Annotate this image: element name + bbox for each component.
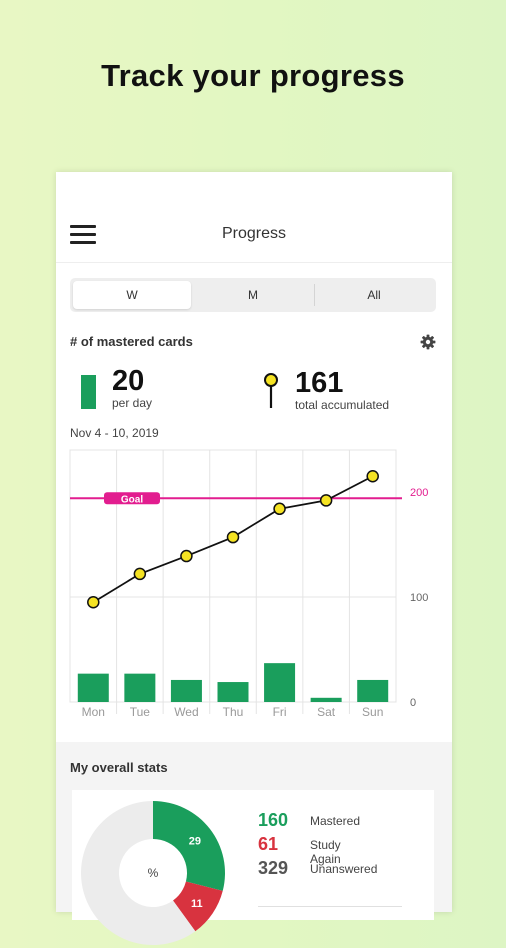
y-tick-label: 200 bbox=[410, 487, 428, 499]
stat-unanswered-value: 329 bbox=[258, 858, 289, 878]
y-tick-label: 0 bbox=[410, 697, 416, 709]
accumulated-point bbox=[366, 470, 379, 483]
tab-divider bbox=[314, 284, 315, 306]
x-tick-label: Wed bbox=[174, 705, 198, 719]
x-tick-label: Sun bbox=[362, 705, 383, 719]
period-selector: W M All bbox=[70, 278, 436, 312]
accumulated-point bbox=[319, 494, 333, 507]
mastered-section-title: # of mastered cards bbox=[70, 334, 193, 349]
stat-unanswered-label: Unanswered bbox=[310, 862, 378, 876]
app-screen: Progress W M All # of mastered cards 20 … bbox=[56, 172, 452, 945]
accumulated-point bbox=[87, 596, 100, 609]
overall-stats-title: My overall stats bbox=[70, 760, 168, 775]
x-tick-label: Sat bbox=[317, 705, 336, 719]
x-tick-label: Thu bbox=[223, 705, 244, 719]
x-tick-label: Mon bbox=[82, 705, 105, 719]
donut-slice-label: 29 bbox=[189, 836, 201, 848]
app-bar: Progress bbox=[56, 212, 452, 263]
overall-stats-section: My overall stats 29 11% 160 Mastered 61 S… bbox=[56, 742, 452, 945]
stat-mastered-label: Mastered bbox=[310, 814, 361, 828]
chart-bar bbox=[310, 697, 342, 702]
total-label: total accumulated bbox=[295, 398, 390, 412]
chart-bar bbox=[264, 663, 296, 702]
accumulated-point bbox=[180, 549, 193, 563]
tab-week[interactable]: W bbox=[73, 281, 191, 309]
accumulated-point bbox=[273, 502, 286, 516]
gear-icon[interactable] bbox=[420, 334, 436, 350]
tab-all[interactable]: All bbox=[367, 288, 381, 302]
donut-slice bbox=[153, 801, 225, 891]
mastered-cards-chart: 200 100 0 Mon Tue Wed Thu Fri Sat Sun Goal bbox=[69, 449, 428, 719]
chart-bar bbox=[124, 673, 156, 702]
chart-bar bbox=[357, 679, 389, 702]
stat-study-again-value: 61 bbox=[258, 834, 279, 854]
goal-badge bbox=[104, 492, 160, 505]
per-day-label: per day bbox=[112, 396, 153, 410]
stat-mastered-value: 160 bbox=[258, 810, 289, 830]
stat-study-again-label: Study Again bbox=[310, 838, 341, 866]
x-tick-label: Fri bbox=[273, 705, 287, 719]
date-range: Nov 4 - 10, 2019 bbox=[70, 426, 159, 440]
page-title: Progress bbox=[221, 225, 287, 242]
x-tick-label: Tue bbox=[130, 705, 151, 719]
chart-bar bbox=[217, 682, 249, 702]
chart-bar bbox=[170, 679, 202, 702]
headline: Track your progress bbox=[101, 58, 405, 93]
hamburger-menu-icon[interactable] bbox=[70, 225, 96, 245]
per-day-value: 20 bbox=[112, 365, 145, 397]
y-tick-label: 100 bbox=[410, 592, 428, 604]
total-value: 161 bbox=[295, 367, 344, 399]
chart-bar bbox=[77, 673, 109, 702]
overall-stats-card: 29 11% 160 Mastered 61 Study Again 329 Un… bbox=[72, 790, 434, 945]
stats-divider bbox=[258, 906, 402, 907]
bar-legend-icon bbox=[81, 375, 96, 409]
accumulated-point bbox=[226, 530, 240, 544]
donut-center-label: % bbox=[148, 866, 159, 880]
tab-month[interactable]: M bbox=[248, 288, 258, 302]
chart-frame bbox=[69, 449, 397, 703]
pin-legend-icon bbox=[264, 373, 278, 408]
accumulated-point bbox=[133, 567, 147, 581]
goal-label: Goal bbox=[121, 494, 143, 505]
